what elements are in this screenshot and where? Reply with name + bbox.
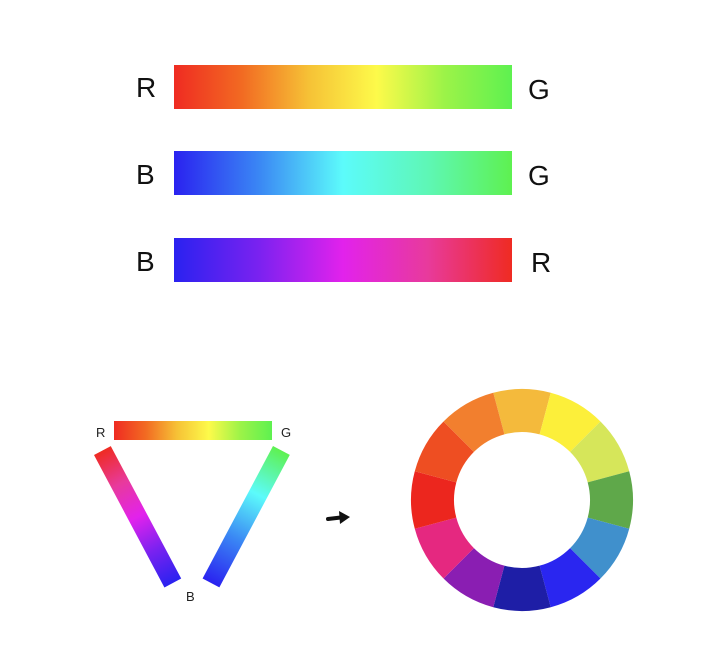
- wheel-segment: [443, 548, 505, 608]
- triangle-label-green: G: [281, 425, 291, 440]
- row1-left-label: R: [136, 72, 157, 103]
- wheel-segment: [570, 517, 630, 579]
- row1-right-label: G: [528, 74, 550, 105]
- wheel-segment: [493, 389, 551, 435]
- row3-right-label: R: [531, 247, 552, 278]
- red-green-gradient-bar: [174, 65, 512, 109]
- triangle-top-bar: [114, 421, 272, 440]
- triangle-right-bar: [202, 446, 290, 588]
- right-arrow-icon: [326, 511, 350, 524]
- blue-green-gradient-bar: [174, 151, 512, 195]
- triangle-label-blue: B: [186, 589, 195, 604]
- wheel-segment: [414, 421, 474, 483]
- row3-left-label: B: [136, 246, 155, 277]
- wheel-segment: [587, 471, 633, 529]
- wheel-segment: [411, 471, 457, 529]
- row2-left-label: B: [136, 159, 155, 190]
- wheel-segment: [414, 517, 474, 579]
- triangle-left-bar: [93, 446, 182, 588]
- wheel-segment: [493, 565, 551, 611]
- color-wheel: [411, 389, 633, 611]
- wheel-segment: [570, 421, 630, 483]
- blue-red-gradient-bar: [174, 238, 512, 282]
- row2-right-label: G: [528, 160, 550, 191]
- wheel-segment: [443, 392, 505, 452]
- wheel-segment: [539, 548, 601, 608]
- wheel-segment: [539, 392, 601, 452]
- triangle-label-red: R: [96, 425, 105, 440]
